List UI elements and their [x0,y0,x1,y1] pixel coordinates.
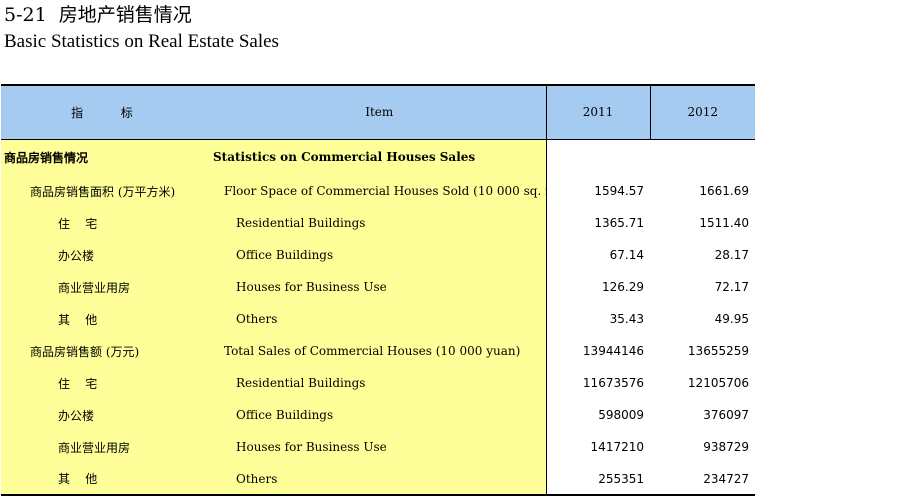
table-row: 其 他 Others 255351 234727 [1,463,755,496]
value-2011: 1417210 [590,440,644,454]
row-label-en: Residential Buildings [213,207,547,239]
row-label-cn: 办公楼 [1,239,213,271]
header-indicator-cn: 指 标 [1,84,213,140]
value-2011 [546,139,650,175]
row-label-en: Total Sales of Commercial Houses (10 000… [213,335,547,367]
row-label-en: Floor Space of Commercial Houses Sold (1… [213,175,547,207]
value-2012: 49.95 [714,312,749,326]
value-2012: 234727 [650,463,755,496]
value-2011: 11673576 [582,376,644,390]
value-2012: 28.17 [714,248,749,262]
value-2011: 126.29 [602,280,644,294]
row-label-cn: 商品房销售额 (万元) [1,335,213,367]
table-title-chinese: 房地产销售情况 [58,4,192,26]
table-title-en: Basic Statistics on Real Estate Sales [4,31,279,52]
table-row: 办公楼 Office Buildings 598009 376097 [1,399,755,431]
real-estate-sales-table: 指 标 Item 2011 2012 商品房销售情况 Statistics on… [1,84,755,496]
row-label-cn: 其 他 [1,303,213,335]
table-title-cn: 5-21 房地产销售情况 [4,4,192,26]
header-item: Item [213,84,546,140]
row-label-en: Residential Buildings [213,367,547,399]
row-label-cn: 住 宅 [1,207,213,239]
row-label-en: Others [213,463,547,496]
value-2012: 13655259 [687,344,749,358]
row-label-en: Houses for Business Use [213,271,547,303]
row-label-cn: 商品房销售面积 (万平方米) [1,175,213,207]
row-label-cn: 办公楼 [1,399,213,431]
table-row: 住 宅 Residential Buildings 1365.71 1511.4… [1,207,755,239]
table-header-row: 指 标 Item 2011 2012 [1,84,755,140]
value-2011: 35.43 [609,312,644,326]
table-row: 商业营业用房 Houses for Business Use 126.29 72… [1,271,755,303]
value-2012: 1661.69 [699,184,749,198]
value-2012: 1511.40 [699,216,749,230]
value-2012 [650,139,755,175]
row-label-cn: 其 他 [1,463,213,496]
header-year-2011: 2011 [545,84,650,140]
value-2012: 376097 [703,408,749,422]
value-2011: 13944146 [582,344,644,358]
value-2012: 938729 [703,440,749,454]
table-row: 商业营业用房 Houses for Business Use 1417210 9… [1,431,755,463]
table-number: 5-21 [4,4,47,26]
statistics-table-container: 指 标 Item 2011 2012 商品房销售情况 Statistics on… [1,84,755,496]
value-2011: 1365.71 [594,216,644,230]
row-label-cn: 商业营业用房 [1,271,213,303]
table-row: 商品房销售面积 (万平方米) Floor Space of Commercial… [1,175,755,207]
value-2012: 72.17 [714,280,749,294]
value-2011: 1594.57 [594,184,644,198]
value-2011: 255351 [546,463,650,496]
row-label-cn: 住 宅 [1,367,213,399]
table-row: 住 宅 Residential Buildings 11673576 12105… [1,367,755,399]
row-label-cn: 商品房销售情况 [1,139,213,175]
row-label-en: Others [213,303,547,335]
row-label-en: Office Buildings [213,399,547,431]
row-label-en: Statistics on Commercial Houses Sales [213,139,547,175]
row-label-cn: 商业营业用房 [1,431,213,463]
value-2011: 67.14 [609,248,644,262]
row-label-en: Houses for Business Use [213,431,547,463]
table-row: 办公楼 Office Buildings 67.14 28.17 [1,239,755,271]
table-row: 商品房销售情况 Statistics on Commercial Houses … [1,139,755,175]
header-year-2012: 2012 [649,84,755,140]
table-row: 商品房销售额 (万元) Total Sales of Commercial Ho… [1,335,755,367]
table-row: 其 他 Others 35.43 49.95 [1,303,755,335]
row-label-en: Office Buildings [213,239,547,271]
value-2012: 12105706 [687,376,749,390]
value-2011: 598009 [598,408,644,422]
